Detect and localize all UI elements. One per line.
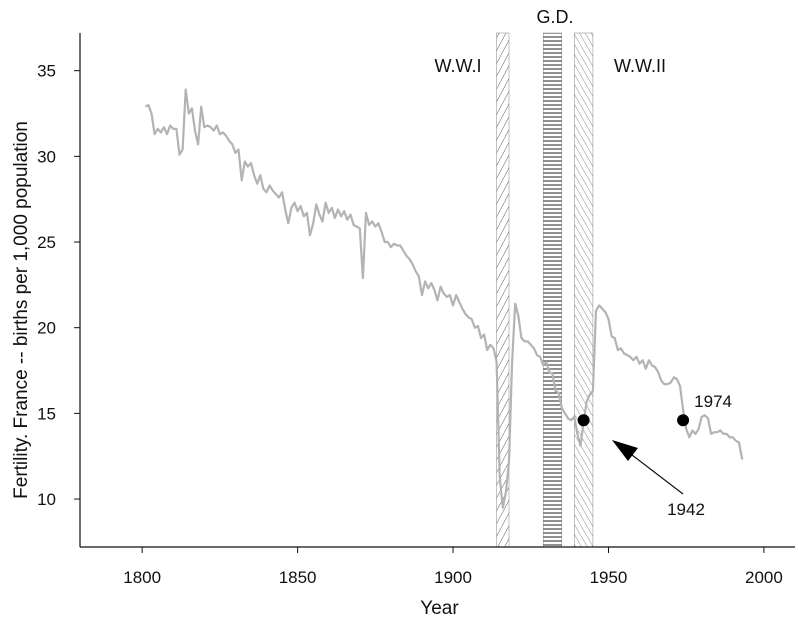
x-tick-label: 1800 (123, 568, 161, 587)
y-axis-title: Fertility. France -- births per 1,000 po… (11, 121, 32, 499)
y-tick-label: 25 (37, 233, 56, 252)
series-line-1 (144, 88, 744, 509)
annotation-label-1942: 1942 (667, 500, 705, 519)
markers-layer: 1942 1974 (577, 392, 732, 519)
period-label-1: W.W.I (435, 56, 482, 76)
x-tick-label: 2000 (745, 568, 783, 587)
period-label-3: W.W.II (614, 56, 666, 76)
arrow-head-1942 (612, 440, 638, 461)
period-bands: W.W.I G.D. W.W.II (435, 7, 666, 548)
y-tick-label: 15 (37, 404, 56, 423)
axes: 1800 1850 1900 1950 2000 10 15 20 25 30 35 (37, 33, 795, 587)
x-tick-label: 1900 (434, 568, 472, 587)
series-layer (144, 88, 744, 509)
x-tick-label: 1850 (279, 568, 317, 587)
marker-point-1974 (677, 414, 690, 427)
x-axis-title: Year (420, 598, 459, 619)
marker-point-1942 (577, 414, 590, 427)
y-tick-label: 30 (37, 147, 56, 166)
period-band-2 (542, 32, 563, 548)
period-label-2: G.D. (536, 7, 573, 27)
period-band-3 (574, 32, 594, 548)
arrow-shaft-1942 (631, 454, 684, 495)
annotation-label-1974: 1974 (694, 392, 732, 411)
y-tick-label: 10 (37, 490, 56, 509)
x-tick-label: 1950 (590, 568, 628, 587)
y-tick-label: 20 (37, 319, 56, 338)
y-tick-label: 35 (37, 62, 56, 81)
